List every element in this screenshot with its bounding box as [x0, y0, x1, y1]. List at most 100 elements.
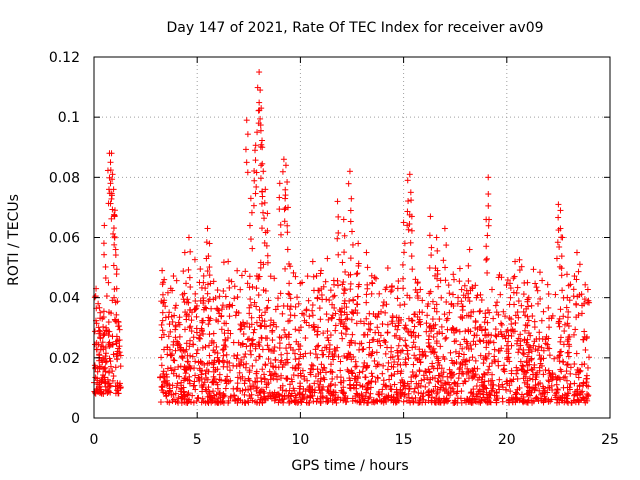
data-point: [172, 390, 179, 397]
data-point: [166, 309, 173, 316]
data-point: [263, 305, 270, 312]
data-point: [437, 386, 444, 393]
data-point: [476, 337, 483, 344]
x-axis-title: GPS time / hours: [291, 458, 408, 474]
data-point: [445, 390, 452, 397]
data-point: [456, 328, 463, 335]
data-point: [186, 274, 193, 281]
data-point: [254, 384, 261, 391]
data-point: [234, 385, 241, 392]
data-point: [493, 392, 500, 399]
data-point: [225, 277, 232, 284]
data-point: [463, 312, 470, 319]
data-point: [282, 192, 289, 199]
data-point: [111, 294, 118, 301]
data-point: [490, 315, 497, 322]
data-point: [93, 320, 100, 327]
data-point: [193, 313, 200, 320]
data-point: [170, 357, 177, 364]
data-point: [534, 347, 541, 354]
data-point: [279, 364, 286, 371]
data-point: [251, 147, 258, 154]
data-point: [353, 320, 360, 327]
data-point: [322, 369, 329, 376]
data-point: [174, 380, 181, 387]
data-point: [251, 326, 258, 333]
data-point: [191, 365, 198, 372]
data-point: [324, 398, 331, 405]
data-point: [247, 236, 254, 243]
data-point: [219, 346, 226, 353]
data-point: [461, 336, 468, 343]
data-point: [518, 263, 525, 270]
data-point: [309, 258, 316, 265]
data-point: [256, 353, 263, 360]
data-point: [401, 249, 408, 256]
data-point: [426, 379, 433, 386]
data-point: [565, 323, 572, 330]
data-point: [233, 355, 240, 362]
data-point: [578, 361, 585, 368]
data-point: [566, 297, 573, 304]
data-point: [231, 392, 238, 399]
data-point: [523, 305, 530, 312]
data-point: [373, 275, 380, 282]
data-point: [405, 397, 412, 404]
data-point: [533, 336, 540, 343]
data-point: [312, 346, 319, 353]
data-point: [223, 351, 230, 358]
data-point: [243, 360, 250, 367]
data-point: [363, 363, 370, 370]
data-point: [441, 225, 448, 232]
data-point: [354, 373, 361, 380]
data-point: [184, 352, 191, 359]
data-point: [502, 335, 509, 342]
data-point: [281, 206, 288, 213]
data-point: [211, 392, 218, 399]
data-point: [96, 390, 103, 397]
data-point: [573, 276, 580, 283]
data-point: [308, 361, 315, 368]
data-point: [181, 290, 188, 297]
data-point: [101, 330, 108, 337]
data-point: [343, 311, 350, 318]
data-point: [323, 311, 330, 318]
data-point: [438, 365, 445, 372]
data-point: [247, 195, 254, 202]
data-point: [287, 393, 294, 400]
data-point: [303, 307, 310, 314]
data-point: [406, 294, 413, 301]
data-point: [538, 317, 545, 324]
data-point: [460, 356, 467, 363]
data-point: [422, 383, 429, 390]
data-point: [243, 117, 250, 124]
data-point: [114, 348, 121, 355]
data-point: [320, 351, 327, 358]
data-point: [572, 326, 579, 333]
data-point: [447, 349, 454, 356]
data-point: [329, 392, 336, 399]
data-point: [373, 397, 380, 404]
data-point: [406, 220, 413, 227]
data-point: [536, 352, 543, 359]
data-point: [430, 345, 437, 352]
data-point: [573, 350, 580, 357]
data-point: [408, 213, 415, 220]
data-point: [335, 213, 342, 220]
data-point: [349, 370, 356, 377]
data-point: [400, 285, 407, 292]
data-point: [396, 334, 403, 341]
data-point: [226, 360, 233, 367]
data-point: [292, 273, 299, 280]
data-point: [508, 342, 515, 349]
data-point: [290, 347, 297, 354]
data-point: [532, 385, 539, 392]
x-tick-label: 10: [291, 432, 309, 448]
data-point: [531, 324, 538, 331]
data-point: [253, 357, 260, 364]
data-point: [421, 376, 428, 383]
data-point: [222, 377, 229, 384]
data-point: [318, 361, 325, 368]
data-point: [166, 399, 173, 406]
data-point: [215, 318, 222, 325]
